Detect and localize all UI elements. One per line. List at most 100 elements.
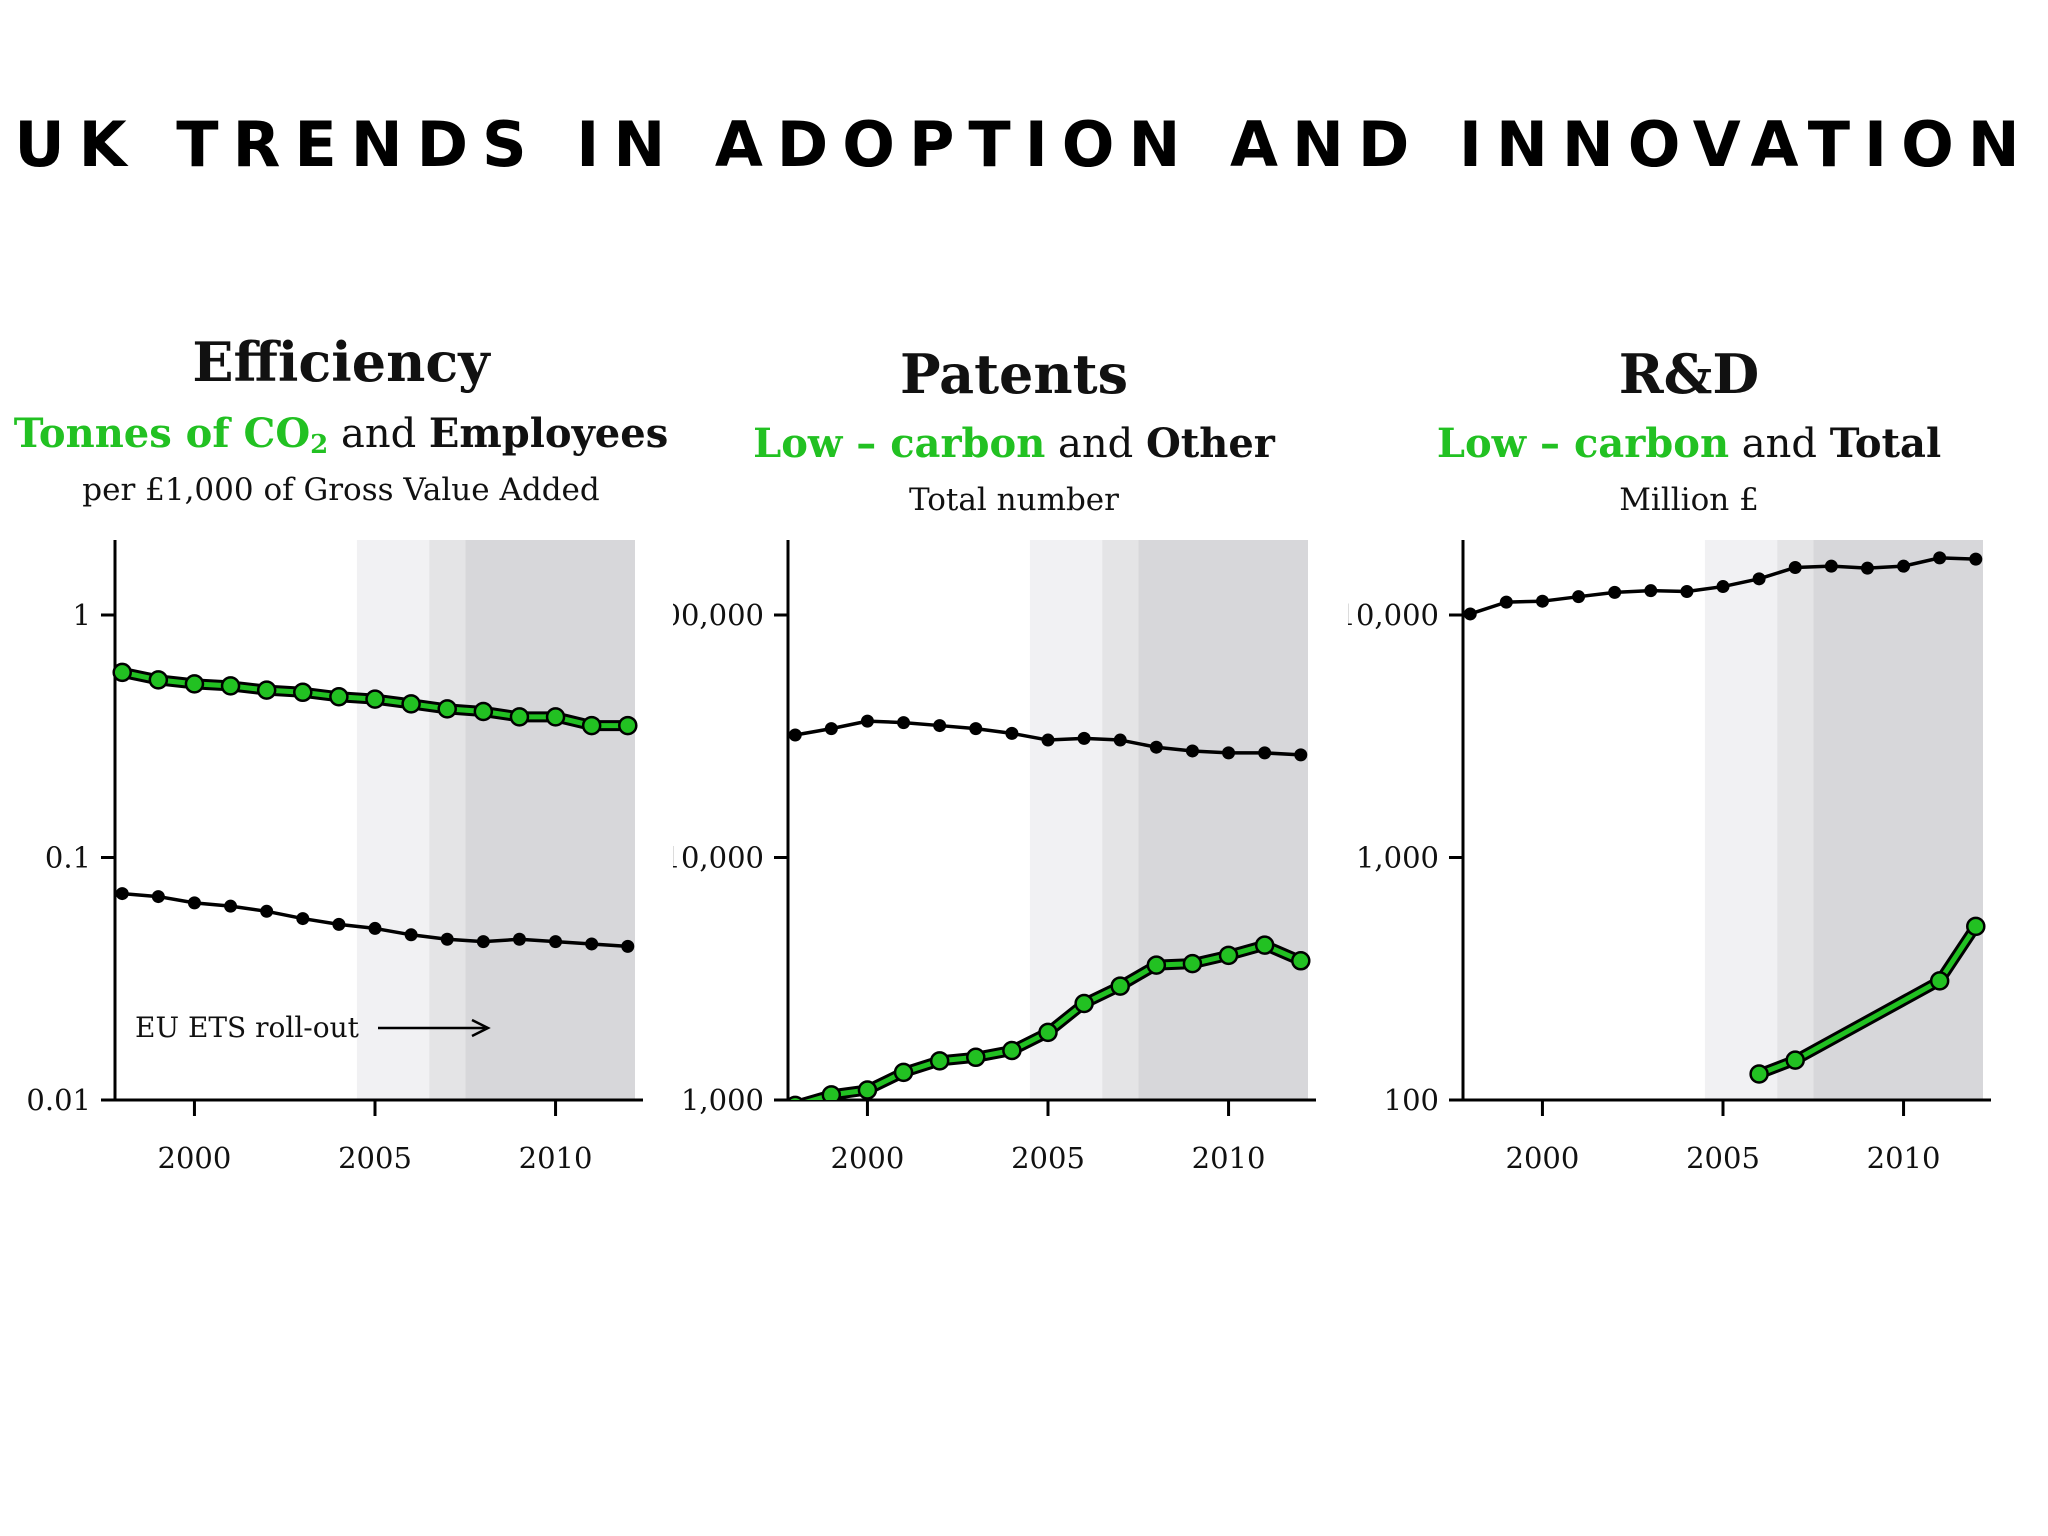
patents-unit: Total number <box>909 482 1119 518</box>
rnd-point-black <box>1535 594 1549 608</box>
efficiency-shaded-period-0 <box>356 540 430 1100</box>
efficiency-point-black <box>187 896 201 910</box>
patents-shaded-period-1 <box>1102 540 1139 1100</box>
patents-series-black <box>788 714 1308 762</box>
patents-y-tick-label: 10,000 <box>673 841 764 875</box>
efficiency-point-green <box>329 687 349 707</box>
efficiency-panel: 1 0.1 0.01 2000 2005 2010 EU ETS roll-out Effi… <box>0 320 682 1220</box>
efficiency-point-black <box>115 887 129 901</box>
efficiency-point-green <box>112 662 132 683</box>
patents-point-green <box>821 1085 842 1100</box>
rnd-unit: Million £ <box>1619 482 1759 518</box>
rnd-title: R&D <box>1618 342 1760 406</box>
patents-point-green <box>1146 955 1167 975</box>
efficiency-point-black <box>512 932 526 946</box>
patents-point-green <box>787 1095 804 1100</box>
patents-point-green <box>1002 1040 1022 1061</box>
patents-point-green <box>1182 953 1203 974</box>
patents-y-tick-label: 1,000 <box>681 1083 764 1117</box>
efficiency-title: Efficiency <box>192 330 490 394</box>
patents-point-green <box>1038 1022 1058 1043</box>
rnd-y-tick-label: 1,000 <box>1356 841 1439 875</box>
efficiency-point-green <box>293 682 313 703</box>
patents-point-green <box>929 1051 950 1071</box>
patents-panel: 100,000 10,000 1,000 2000 2005 2010 Patents L… <box>673 320 1355 1220</box>
efficiency-point-black <box>621 939 635 953</box>
patents-point-black <box>969 722 983 736</box>
rnd-point-black <box>1824 559 1838 573</box>
efficiency-y-tick-label: 0.01 <box>26 1083 91 1117</box>
rnd-subtitle: Low – carbon and Total <box>1348 420 2030 467</box>
page-title: UK TRENDS IN ADOPTION AND INNOVATION <box>14 108 2034 181</box>
patents-point-black <box>788 728 802 742</box>
patents-y-tick-label: 100,000 <box>673 598 764 632</box>
patents-point-black <box>824 722 838 736</box>
rnd-subtitle-black: Total <box>1829 420 1942 467</box>
efficiency-point-green <box>509 707 530 727</box>
efficiency-x-tick-label: 2000 <box>158 1141 232 1175</box>
rnd-point-green <box>1966 916 1986 937</box>
efficiency-point-green <box>473 701 494 722</box>
efficiency-point-green <box>220 676 241 696</box>
rnd-point-black <box>1608 585 1622 599</box>
efficiency-point-black <box>224 899 238 913</box>
patents-point-green <box>857 1080 878 1100</box>
efficiency-x-tick-label: 2010 <box>519 1141 593 1175</box>
patents-point-black <box>1005 726 1019 740</box>
patents-x-tick-label: 2000 <box>831 1141 905 1175</box>
efficiency-point-green <box>256 680 277 700</box>
efficiency-point-green <box>545 707 566 727</box>
patents-subtitle-black: Other <box>1145 420 1275 467</box>
efficiency-shaded-period-2 <box>465 540 635 1100</box>
patents-point-green <box>1254 935 1275 955</box>
efficiency-point-black <box>549 935 563 949</box>
rnd-chart: 10,000 1,000 100 2000 2005 2010 <box>1348 540 1991 1175</box>
efficiency-series-green <box>112 662 638 736</box>
patents-point-black <box>1258 746 1272 760</box>
rnd-shaded-period-1 <box>1777 540 1814 1100</box>
rnd-series-black <box>1463 551 1983 621</box>
rnd-point-black <box>1788 560 1802 574</box>
rnd-line-green <box>1758 924 1978 1077</box>
efficiency-subtitle: Tonnes of CO2 and Employees <box>0 410 682 460</box>
efficiency-point-green <box>401 694 421 714</box>
patents-point-green <box>1110 976 1130 996</box>
efficiency-series-black <box>115 887 635 953</box>
efficiency-point-black <box>151 890 165 904</box>
efficiency-point-green <box>148 670 169 690</box>
rnd-point-black <box>1499 595 1513 609</box>
patents-point-black <box>897 716 911 730</box>
efficiency-point-black <box>368 921 382 935</box>
patents-point-black <box>933 719 947 733</box>
rnd-point-black <box>1644 584 1658 598</box>
efficiency-point-black <box>332 917 346 931</box>
efficiency-point-green <box>365 689 385 709</box>
efficiency-point-black <box>260 904 274 918</box>
rnd-point-black <box>1969 552 1983 566</box>
rnd-point-black <box>1463 607 1477 621</box>
rnd-point-black <box>1680 584 1694 598</box>
patents-point-black <box>1113 733 1127 747</box>
efficiency-y-tick-label: 0.1 <box>45 841 91 875</box>
rnd-x-tick-label: 2000 <box>1506 1141 1580 1175</box>
rnd-shaded-period-2 <box>1813 540 1983 1100</box>
efficiency-point-black <box>404 928 418 942</box>
patents-point-black <box>1149 740 1163 754</box>
efficiency-chart: 1 0.1 0.01 2000 2005 2010 EU ETS roll-out <box>26 540 643 1175</box>
patents-point-green <box>1218 945 1239 966</box>
patents-series-green <box>787 935 1311 1100</box>
patents-x-tick-label: 2005 <box>1011 1141 1085 1175</box>
efficiency-subtitle-and: and <box>340 411 417 457</box>
efficiency-subtitle-sub: 2 <box>310 430 329 460</box>
patents-point-black <box>1294 748 1308 762</box>
patents-shaded-period-2 <box>1138 540 1308 1100</box>
rnd-point-black <box>1752 572 1766 586</box>
rnd-subtitle-and: and <box>1741 421 1817 467</box>
patents-point-black <box>1041 733 1055 747</box>
rnd-point-green <box>1785 1050 1805 1070</box>
rnd-point-black <box>1897 559 1911 573</box>
efficiency-point-green <box>618 715 638 736</box>
rnd-x-tick-label: 2005 <box>1686 1141 1760 1175</box>
efficiency-unit: per £1,000 of Gross Value Added <box>82 472 600 508</box>
rnd-shaded-period-0 <box>1704 540 1778 1100</box>
